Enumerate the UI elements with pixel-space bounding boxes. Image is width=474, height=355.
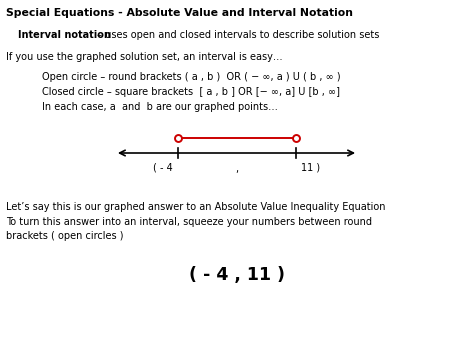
Text: Interval notation: Interval notation	[18, 30, 111, 40]
Text: brackets ( open circles ): brackets ( open circles )	[6, 231, 124, 241]
Text: In each case, a  and  b are our graphed points…: In each case, a and b are our graphed po…	[42, 102, 278, 112]
Text: If you use the graphed solution set, an interval is easy…: If you use the graphed solution set, an …	[6, 52, 283, 62]
Text: Let’s say this is our graphed answer to an Absolute Value Inequality Equation: Let’s say this is our graphed answer to …	[6, 202, 385, 212]
Text: ( - 4 , 11 ): ( - 4 , 11 )	[189, 266, 285, 284]
Text: To turn this answer into an interval, squeeze your numbers between round: To turn this answer into an interval, sq…	[6, 217, 372, 227]
Text: 11 ): 11 )	[301, 163, 320, 173]
Text: Closed circle – square brackets  [ a , b ] OR [− ∞, a] U [b , ∞]: Closed circle – square brackets [ a , b …	[42, 87, 340, 97]
Text: ,: ,	[236, 164, 238, 174]
Text: – uses open and closed intervals to describe solution sets: – uses open and closed intervals to desc…	[94, 30, 379, 40]
Text: ( - 4: ( - 4	[153, 163, 173, 173]
Text: Special Equations - Absolute Value and Interval Notation: Special Equations - Absolute Value and I…	[6, 8, 353, 18]
Text: Open circle – round brackets ( a , b )  OR ( − ∞, a ) U ( b , ∞ ): Open circle – round brackets ( a , b ) O…	[42, 72, 341, 82]
